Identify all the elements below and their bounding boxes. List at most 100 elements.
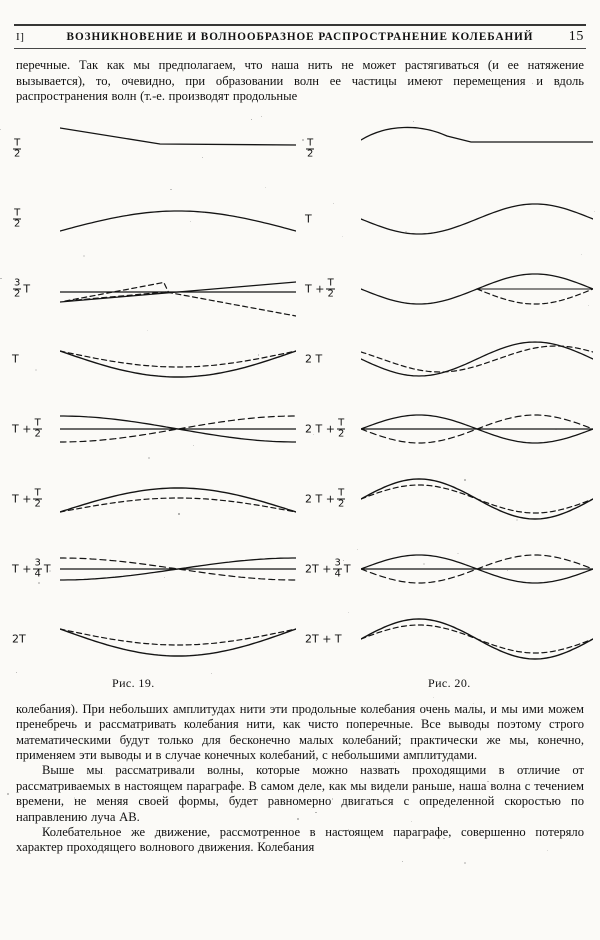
scan-speck <box>130 78 132 79</box>
scan-speck <box>472 703 474 705</box>
caption-fig-20: Рис. 20. <box>428 675 471 690</box>
wave-curve-dashed <box>60 497 296 513</box>
fraction-numerator: T <box>307 137 314 149</box>
wave-curve-solid <box>60 557 296 581</box>
wave-curve-dashed <box>361 624 593 654</box>
label-text: T <box>23 282 31 296</box>
label-text: 2 T + <box>305 492 335 506</box>
scan-speck <box>423 563 426 566</box>
scan-speck <box>49 570 52 572</box>
scan-speck <box>394 762 396 763</box>
scan-speck <box>93 838 96 841</box>
label-text: 2T + <box>305 562 332 576</box>
wave-curve-group <box>60 487 296 513</box>
figure-row: 2T + T <box>305 604 595 674</box>
scan-speck <box>164 576 166 578</box>
figure-row: 2 T + T 2 <box>305 464 595 534</box>
wave-curve-dashed <box>60 628 296 646</box>
scan-speck <box>261 115 262 117</box>
figure-row: 2T +3 4 T <box>305 534 595 604</box>
figure-row: T <box>305 184 595 254</box>
fraction-numerator: 3 <box>334 557 341 569</box>
scan-speck <box>7 792 10 795</box>
scan-speck <box>247 291 249 293</box>
fraction-denominator: 2 <box>13 218 22 230</box>
scan-speck <box>189 220 191 222</box>
scan-speck <box>148 457 151 460</box>
wave-curve-group <box>361 414 593 444</box>
wave-curve-solid <box>361 203 593 235</box>
wave-curve-group <box>60 127 296 146</box>
fraction-denominator: 4 <box>33 568 42 580</box>
fraction-numerator: T <box>327 277 334 289</box>
scan-speck <box>73 797 76 799</box>
scan-speck <box>178 739 180 741</box>
fraction-denominator: 2 <box>33 428 42 440</box>
body-text-bottom: колебания). При небольших амплитудах нит… <box>0 702 600 856</box>
scan-speck <box>174 787 176 789</box>
scan-speck <box>146 330 148 331</box>
scan-speck <box>546 849 549 852</box>
caption-fig-19: Рис. 19. <box>112 675 155 690</box>
scan-speck <box>47 721 49 724</box>
scan-speck <box>580 253 583 256</box>
header-rule-bottom <box>14 48 586 49</box>
figure-row-label: T <box>12 352 19 365</box>
wave-curve-solid <box>60 487 296 513</box>
wave-curve-solid <box>60 415 296 443</box>
scan-speck <box>487 780 490 783</box>
figure-row: T +3 4 T <box>8 534 298 604</box>
scan-speck <box>401 860 403 862</box>
wave-curve-dashed <box>361 414 593 444</box>
fraction-numerator: 3 <box>14 277 21 289</box>
scan-speck <box>192 445 194 447</box>
running-head: I] Возникновение и волнообразное распрос… <box>16 29 584 45</box>
scan-speck <box>203 211 205 213</box>
scan-speck <box>464 862 466 864</box>
wave-curve-dashed <box>361 554 593 584</box>
fraction-numerator: T <box>338 487 345 499</box>
figure-row-label: 2T +3 4 T <box>305 558 351 579</box>
scan-speck <box>170 188 172 191</box>
figure-row-label: T <box>305 212 312 225</box>
scan-speck <box>103 773 106 775</box>
figure-row-label: 2T <box>12 632 26 645</box>
fraction-denominator: 2 <box>326 288 335 300</box>
wave-curve-solid <box>361 126 593 143</box>
scan-speck <box>35 816 37 819</box>
figure-row-label: T + T 2 <box>305 278 336 299</box>
wave-curve-group <box>361 126 593 143</box>
scan-speck <box>35 369 38 372</box>
scan-speck <box>312 433 315 436</box>
scan-speck <box>83 255 86 258</box>
wave-curve-group <box>60 415 296 443</box>
label-text: 2 T <box>305 352 323 366</box>
folio-left: I] <box>16 31 25 43</box>
scan-speck <box>410 820 413 823</box>
fraction-numerator: T <box>338 417 345 429</box>
figure-row-label: 2 T + T 2 <box>305 488 346 509</box>
wave-curve-solid <box>60 628 296 657</box>
scan-speck <box>348 828 350 830</box>
scan-speck <box>37 582 40 585</box>
figure-row-label: 2 T + T 2 <box>305 418 346 439</box>
figure-row: 2 T + T 2 <box>305 394 595 464</box>
scan-speck <box>0 277 2 280</box>
fraction-numerator: 3 <box>34 557 41 569</box>
wave-curve-dashed <box>361 345 593 373</box>
fraction-numerator: T <box>34 417 41 429</box>
paragraph-2: Выше мы рассматривали волны, которые мож… <box>16 763 584 824</box>
label-text: 2T <box>12 632 26 646</box>
label-text: T <box>12 352 19 366</box>
wave-curve-solid <box>60 350 296 378</box>
